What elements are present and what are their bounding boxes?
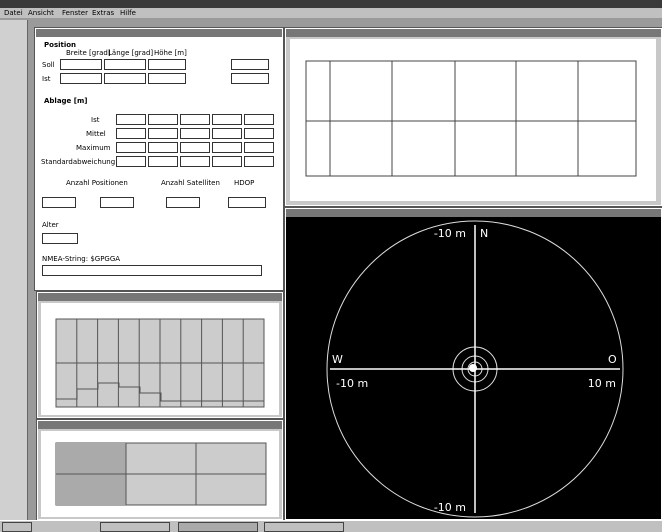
track-chart xyxy=(290,39,656,201)
row-label: Maximum xyxy=(76,144,111,152)
field[interactable] xyxy=(116,142,146,153)
task-button[interactable] xyxy=(264,522,344,532)
field[interactable] xyxy=(116,128,146,139)
taskbar xyxy=(0,520,662,532)
row-label: Ist xyxy=(42,75,51,83)
sidebar xyxy=(0,20,28,520)
polar-window: -10 m N W O -10 m 10 m -10 m xyxy=(284,207,662,521)
field[interactable] xyxy=(166,197,200,208)
window-caption xyxy=(286,209,661,217)
field[interactable] xyxy=(244,128,274,139)
panel xyxy=(290,39,656,201)
form-window: Position Breite [grad] Länge [grad] Höhe… xyxy=(34,27,284,291)
window-caption xyxy=(38,421,282,429)
row-label: Ist xyxy=(91,116,100,124)
axis-label: N xyxy=(480,227,488,240)
field[interactable] xyxy=(212,142,242,153)
field[interactable] xyxy=(148,156,178,167)
menu-item[interactable]: Hilfe xyxy=(120,9,136,17)
axis-label: W xyxy=(332,353,343,366)
label: HDOP xyxy=(234,179,255,187)
task-button[interactable] xyxy=(100,522,170,532)
field[interactable] xyxy=(60,73,102,84)
label: NMEA-String: $GPGGA xyxy=(42,255,121,263)
plot-frame xyxy=(305,60,637,177)
histogram-window xyxy=(36,291,284,419)
track-window xyxy=(284,27,662,207)
start-button[interactable] xyxy=(2,522,32,532)
field[interactable] xyxy=(60,59,102,70)
histogram-outline xyxy=(56,382,264,402)
group-label: Position xyxy=(44,41,77,49)
menu-item[interactable]: Ansicht xyxy=(28,9,54,17)
row-label: Standardabweichung xyxy=(41,158,116,166)
title-bar xyxy=(0,0,662,8)
field[interactable] xyxy=(42,233,78,244)
field[interactable] xyxy=(100,197,134,208)
field[interactable] xyxy=(180,156,210,167)
menu-item[interactable]: Extras xyxy=(92,9,115,17)
field[interactable] xyxy=(231,59,269,70)
field[interactable] xyxy=(104,59,146,70)
polar-plot: -10 m N W O -10 m 10 m -10 m xyxy=(326,220,624,518)
histogram xyxy=(41,303,279,415)
window-caption xyxy=(36,29,282,37)
group-label: Ablage [m] xyxy=(44,97,88,105)
label: Anzahl Positionen xyxy=(66,179,128,187)
field[interactable] xyxy=(148,114,178,125)
column-label: Länge [grad] xyxy=(108,49,154,57)
chart-window xyxy=(36,419,284,521)
field[interactable] xyxy=(42,197,76,208)
field[interactable] xyxy=(148,73,186,84)
row-label: Soll xyxy=(42,61,55,69)
field[interactable] xyxy=(180,128,210,139)
axis-label: 10 m xyxy=(588,377,616,390)
axis-label: -10 m xyxy=(434,227,466,240)
menu-item[interactable]: Datei xyxy=(4,9,23,17)
field[interactable] xyxy=(104,73,146,84)
field[interactable] xyxy=(212,114,242,125)
field[interactable] xyxy=(148,142,178,153)
menu-bar: Datei Ansicht Fenster Extras Hilfe xyxy=(0,8,662,18)
field[interactable] xyxy=(180,142,210,153)
menu-item[interactable]: Fenster xyxy=(62,9,88,17)
field[interactable] xyxy=(42,265,262,276)
field[interactable] xyxy=(212,128,242,139)
axis-label: -10 m xyxy=(336,377,368,390)
field[interactable] xyxy=(244,156,274,167)
column-label: Breite [grad] xyxy=(66,49,111,57)
column-label: Höhe [m] xyxy=(154,49,187,57)
field[interactable] xyxy=(228,197,266,208)
axis-label: -10 m xyxy=(434,501,466,514)
field[interactable] xyxy=(116,114,146,125)
field[interactable] xyxy=(231,73,269,84)
field[interactable] xyxy=(116,156,146,167)
field[interactable] xyxy=(180,114,210,125)
task-button[interactable] xyxy=(178,522,258,532)
label: Anzahl Satelliten xyxy=(161,179,220,187)
row-label: Mittel xyxy=(86,130,106,138)
label: Alter xyxy=(42,221,59,229)
field[interactable] xyxy=(244,114,274,125)
window-caption xyxy=(286,29,661,37)
gridlines xyxy=(56,319,264,407)
position-cloud xyxy=(469,364,477,372)
axis-label: O xyxy=(608,353,617,366)
field[interactable] xyxy=(148,59,186,70)
chart xyxy=(41,431,279,517)
gridlines xyxy=(329,61,579,176)
window-caption xyxy=(38,293,282,301)
field[interactable] xyxy=(148,128,178,139)
field[interactable] xyxy=(212,156,242,167)
field[interactable] xyxy=(244,142,274,153)
